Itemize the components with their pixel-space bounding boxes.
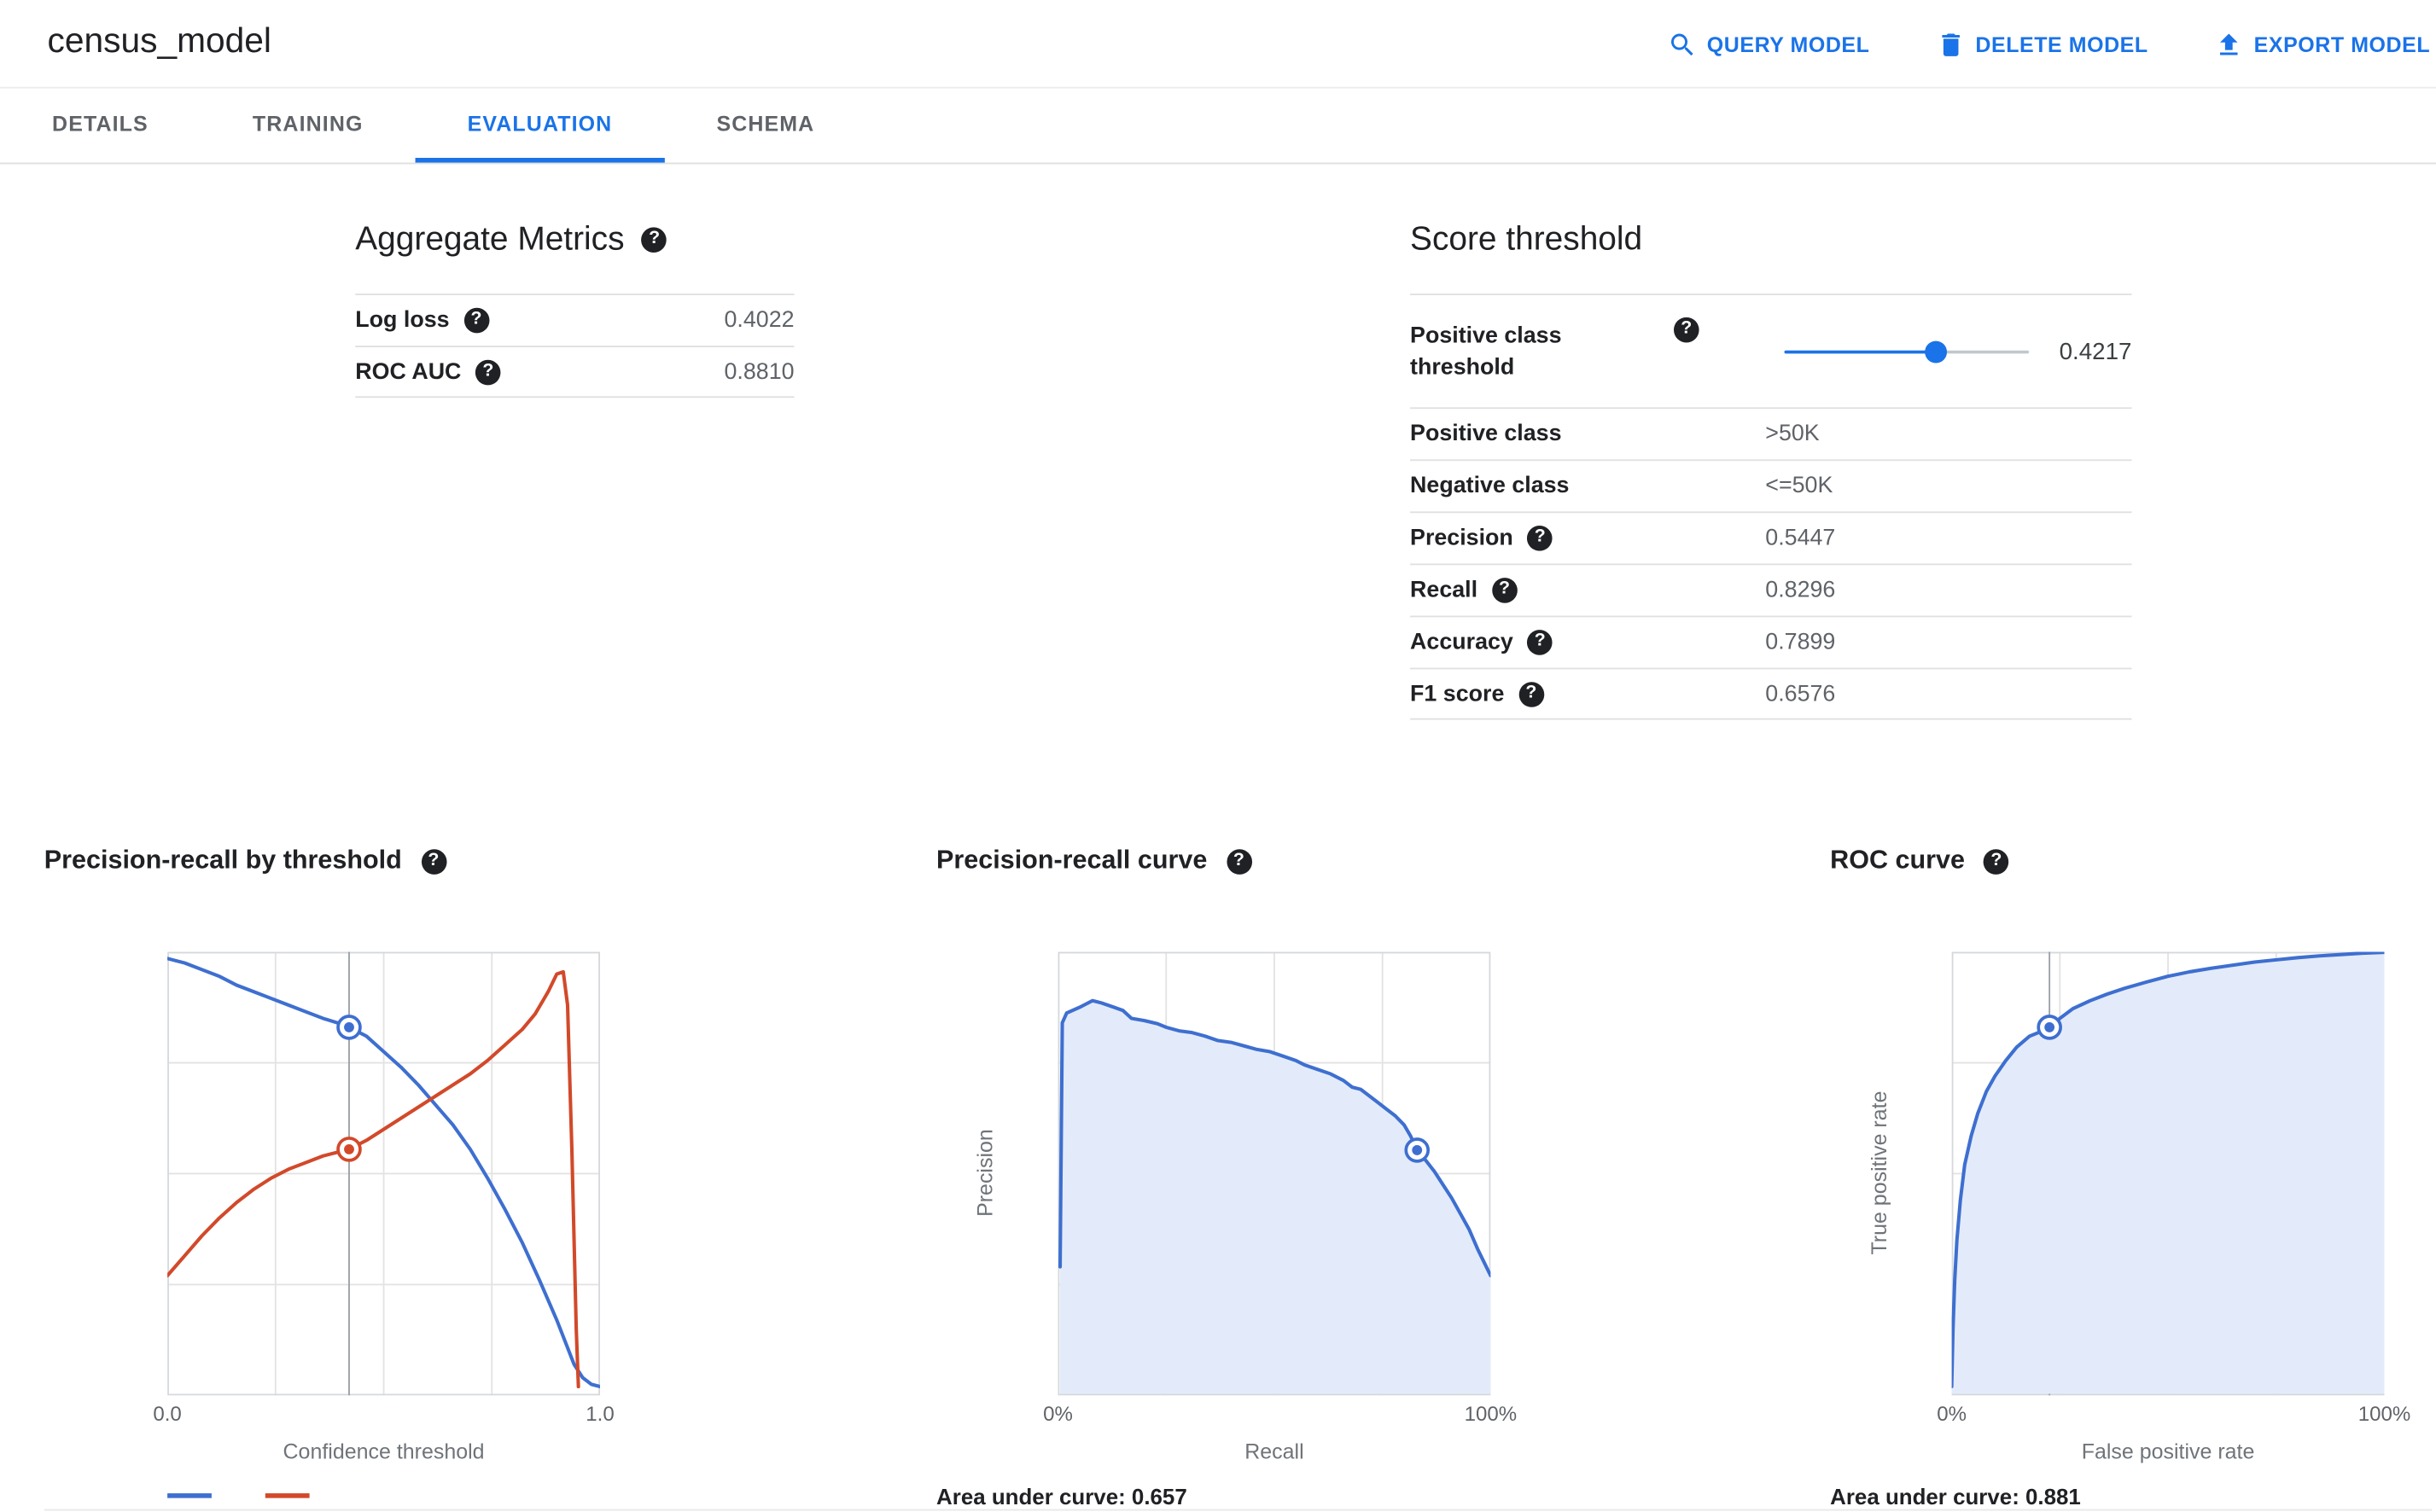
precision-label: Precision bbox=[1410, 526, 1513, 551]
roc-curve-auc-label: Area under curve: 0.881 bbox=[1830, 1484, 2081, 1509]
negative-class-value: <=50K bbox=[1765, 474, 1833, 499]
log-loss-label: Log loss bbox=[355, 307, 450, 334]
log-loss-value: 0.4022 bbox=[724, 307, 795, 334]
x-tick: 0% bbox=[1937, 1401, 1967, 1426]
query-model-label: QUERY MODEL bbox=[1706, 32, 1870, 56]
x-tick: 100% bbox=[2357, 1401, 2411, 1426]
precision-value: 0.5447 bbox=[1765, 526, 1836, 551]
table-row: Positive class >50K bbox=[1410, 407, 2132, 459]
help-icon[interactable]: ? bbox=[463, 307, 489, 334]
help-icon[interactable]: ? bbox=[641, 227, 667, 253]
positive-class-threshold-label: Positive class threshold bbox=[1410, 323, 1562, 380]
help-icon[interactable]: ? bbox=[1491, 578, 1518, 603]
negative-class-label: Negative class bbox=[1410, 474, 1570, 499]
help-icon[interactable]: ? bbox=[1527, 630, 1553, 655]
legend-swatch-red bbox=[265, 1493, 310, 1498]
x-tick: 0% bbox=[1043, 1401, 1073, 1426]
table-row: F1 score ? 0.6576 bbox=[1410, 667, 2132, 720]
aggregate-metrics-title-text: Aggregate Metrics bbox=[355, 221, 625, 258]
pr-by-threshold-xlabel: Confidence threshold bbox=[283, 1439, 485, 1463]
help-icon[interactable]: ? bbox=[1527, 526, 1553, 551]
f1-score-value: 0.6576 bbox=[1765, 681, 1836, 707]
table-row: Precision ? 0.5447 bbox=[1410, 511, 2132, 563]
pr-by-threshold-chart-svg[interactable] bbox=[167, 951, 600, 1396]
aggregate-metrics-table: Log loss ? 0.4022 ROC AUC ? 0.8810 bbox=[355, 294, 795, 398]
x-tick: 0.0 bbox=[153, 1401, 182, 1426]
roc-curve-xlabel: False positive rate bbox=[2081, 1439, 2255, 1463]
roc-auc-value: 0.8810 bbox=[724, 358, 795, 385]
accuracy-label: Accuracy bbox=[1410, 630, 1513, 655]
pr-curve-xlabel: Recall bbox=[1244, 1439, 1304, 1463]
positive-class-label: Positive class bbox=[1410, 421, 1562, 447]
chart-title-text: Precision-recall curve bbox=[936, 846, 1208, 875]
pr-by-threshold-plot[interactable] bbox=[167, 951, 600, 1396]
threshold-slider-fill bbox=[1784, 349, 1937, 354]
score-threshold-title: Score threshold bbox=[1410, 221, 1643, 258]
pr-curve-plot[interactable] bbox=[1058, 951, 1491, 1396]
legend-swatch-blue bbox=[167, 1493, 212, 1498]
roc-curve-plot[interactable] bbox=[1951, 951, 2385, 1396]
chart-title-text: ROC curve bbox=[1830, 846, 1965, 875]
table-row: Negative class <=50K bbox=[1410, 459, 2132, 511]
table-row: Recall ? 0.8296 bbox=[1410, 563, 2132, 615]
header-actions: QUERY MODEL DELETE MODEL EXPORT MODEL bbox=[1668, 0, 2431, 89]
export-model-button[interactable]: EXPORT MODEL bbox=[2214, 29, 2430, 59]
page-title: census_model bbox=[47, 20, 271, 61]
table-row: Accuracy ? 0.7899 bbox=[1410, 615, 2132, 668]
help-icon[interactable]: ? bbox=[475, 358, 501, 385]
search-icon bbox=[1670, 32, 1693, 55]
score-threshold-table: Positive class threshold ? 0.4217 Positi… bbox=[1410, 294, 2132, 720]
threshold-value: 0.4217 bbox=[2059, 337, 2132, 365]
accuracy-value: 0.7899 bbox=[1765, 630, 1836, 655]
roc-curve-chart-svg[interactable] bbox=[1951, 951, 2385, 1396]
roc-auc-label: ROC AUC bbox=[355, 358, 462, 385]
section-divider bbox=[44, 1509, 2432, 1511]
pr-curve-chart-svg[interactable] bbox=[1058, 951, 1491, 1396]
f1-score-label: F1 score bbox=[1410, 681, 1505, 707]
tab-evaluation[interactable]: EVALUATION bbox=[415, 89, 665, 163]
positive-class-threshold-row: Positive class threshold ? 0.4217 bbox=[1410, 294, 2132, 407]
threshold-slider-knob[interactable] bbox=[1925, 340, 1948, 363]
roc-curve-ylabel: True positive rate bbox=[1867, 1090, 1891, 1255]
help-icon[interactable]: ? bbox=[421, 848, 446, 874]
trash-icon bbox=[1942, 32, 1960, 55]
pr-curve-auc-label: Area under curve: 0.657 bbox=[936, 1484, 1187, 1509]
tab-bar: DETAILS TRAINING EVALUATION SCHEMA bbox=[0, 89, 2436, 165]
table-row: Log loss ? 0.4022 bbox=[355, 294, 795, 346]
delete-model-button[interactable]: DELETE MODEL bbox=[1936, 29, 2148, 59]
export-icon bbox=[2220, 32, 2239, 55]
tab-training[interactable]: TRAINING bbox=[252, 111, 364, 136]
chart-title-text: Precision-recall by threshold bbox=[44, 846, 402, 875]
table-row: ROC AUC ? 0.8810 bbox=[355, 346, 795, 398]
pr-curve-ylabel: Precision bbox=[973, 1129, 998, 1217]
help-icon[interactable]: ? bbox=[1984, 848, 2009, 874]
aggregate-metrics-title: Aggregate Metrics ? bbox=[355, 221, 667, 259]
roc-curve-chart-title: ROC curve ? bbox=[1830, 846, 2009, 876]
app-header: census_model QUERY MODEL DELETE MODEL EX… bbox=[0, 0, 2436, 89]
export-model-label: EXPORT MODEL bbox=[2253, 32, 2431, 56]
positive-class-value: >50K bbox=[1765, 421, 1820, 447]
help-icon[interactable]: ? bbox=[1226, 848, 1252, 874]
tab-details[interactable]: DETAILS bbox=[52, 111, 149, 136]
pr-by-threshold-chart-title: Precision-recall by threshold ? bbox=[44, 846, 446, 876]
help-icon[interactable]: ? bbox=[1674, 317, 1699, 343]
help-icon[interactable]: ? bbox=[1518, 681, 1544, 707]
x-tick: 100% bbox=[1464, 1401, 1518, 1426]
delete-model-label: DELETE MODEL bbox=[1975, 32, 2148, 56]
pr-curve-chart-title: Precision-recall curve ? bbox=[936, 846, 1252, 876]
recall-label: Recall bbox=[1410, 578, 1478, 603]
recall-value: 0.8296 bbox=[1765, 578, 1836, 603]
tab-schema[interactable]: SCHEMA bbox=[716, 111, 815, 136]
query-model-button[interactable]: QUERY MODEL bbox=[1668, 29, 1870, 59]
x-tick: 1.0 bbox=[586, 1401, 615, 1426]
threshold-slider[interactable] bbox=[1784, 339, 2030, 364]
